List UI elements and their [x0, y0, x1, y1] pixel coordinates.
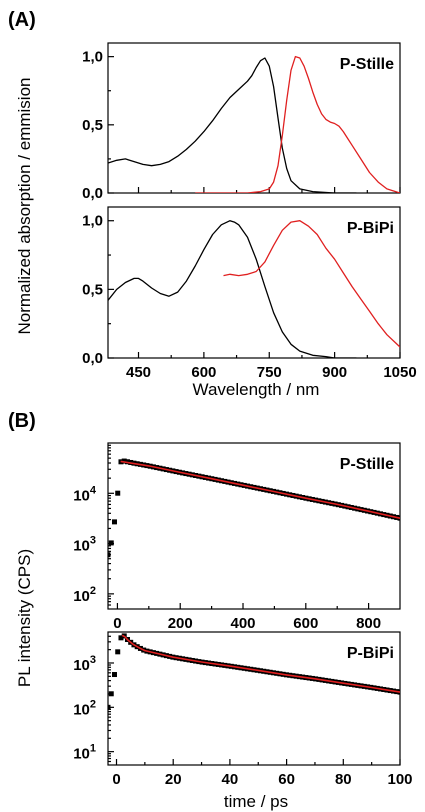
data-point	[115, 490, 121, 496]
series-line	[121, 634, 400, 693]
plot-frame	[107, 442, 401, 610]
series-absorption	[108, 220, 357, 358]
x-tick-label: 100	[387, 771, 412, 788]
data-point	[111, 519, 117, 525]
y-tick-label: 103	[73, 535, 96, 555]
series-annotation: P-Stille	[340, 56, 394, 73]
plot-frame	[107, 42, 401, 194]
x-tick-label: 600	[191, 364, 216, 381]
panel-a-label: (A)	[8, 9, 36, 31]
y-tick-label: 101	[73, 743, 96, 763]
data-point	[118, 635, 124, 641]
series-line	[223, 220, 400, 348]
x-tick-label: 40	[222, 771, 239, 788]
data-point	[121, 458, 127, 464]
data-point	[108, 691, 114, 697]
plot-frame	[107, 206, 401, 359]
series-data	[108, 458, 400, 558]
x-tick-label: 400	[230, 615, 255, 632]
series-fit	[121, 634, 400, 693]
series-emission	[223, 220, 400, 348]
series-line	[108, 57, 357, 193]
data-point	[108, 552, 111, 558]
x-tick-label: 750	[257, 364, 282, 381]
series-annotation: P-BiPi	[347, 220, 394, 237]
y-tick-label: 102	[73, 698, 96, 718]
panel-a-xlabel: Wavelength / nm	[193, 380, 320, 399]
panel-b-label: (B)	[8, 410, 36, 432]
panel-b-ylabel: PL intensity (CPS)	[15, 549, 34, 687]
y-tick-label: 102	[73, 585, 96, 605]
plot-a-bottom: 450 600 750 900 1050 0,0 0,5 1,0 P-BiPi	[82, 206, 417, 381]
x-tick-label: 800	[356, 615, 381, 632]
plot-b-bottom: 0 20 40 60 80 100 101 102 103 P-BiPi	[73, 631, 413, 788]
y-tick-label: 0,5	[82, 281, 103, 298]
y-tick-label: 0,0	[82, 185, 103, 202]
plot-frame	[107, 631, 401, 766]
data-point	[115, 649, 121, 655]
y-tick-label: 1,0	[82, 213, 103, 230]
x-tick-label: 60	[278, 771, 295, 788]
series-fit	[120, 460, 400, 519]
plot-a-top: 0,0 0,5 1,0 P-Stille	[82, 42, 401, 202]
series-annotation: P-BiPi	[347, 645, 394, 662]
series-line	[108, 220, 357, 358]
data-point	[108, 704, 111, 710]
y-tick-label: 103	[73, 654, 96, 674]
y-tick-label: 0,0	[82, 350, 103, 367]
x-tick-label: 900	[322, 364, 347, 381]
x-tick-label: 600	[293, 615, 318, 632]
y-tick-label: 1,0	[82, 49, 103, 66]
panel-b-xlabel: time / ps	[224, 792, 288, 811]
series-line	[195, 55, 400, 193]
series-absorption	[108, 57, 357, 193]
x-tick-label: 450	[126, 364, 151, 381]
data-point	[108, 540, 114, 546]
x-tick-label: 0	[112, 771, 120, 788]
series-line	[120, 460, 400, 519]
plot-b-top: 0 200 400 600 800 102 103 104 P-Stille	[73, 442, 401, 632]
x-tick-label: 200	[168, 615, 193, 632]
series-annotation: P-Stille	[340, 456, 394, 473]
x-tick-label: 0	[113, 615, 121, 632]
panel-a-ylabel: Normalized absorption / emmision	[15, 78, 34, 335]
series-emission	[195, 55, 400, 193]
x-tick-label: 20	[165, 771, 182, 788]
data-point	[111, 672, 117, 678]
y-tick-label: 0,5	[82, 117, 103, 134]
y-tick-label: 104	[73, 484, 97, 504]
x-tick-label: 80	[335, 771, 352, 788]
x-tick-label: 1050	[383, 364, 416, 381]
